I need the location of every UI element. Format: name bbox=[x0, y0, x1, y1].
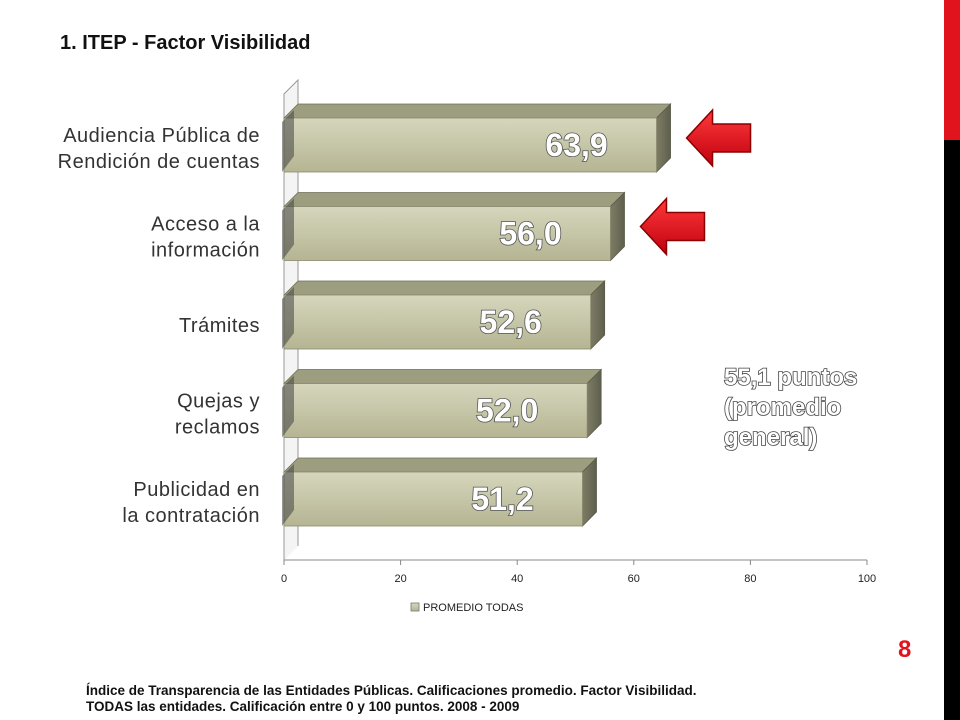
bar-top-face bbox=[283, 457, 598, 473]
category-label: información bbox=[151, 240, 260, 262]
bar-base-shadow bbox=[282, 375, 294, 438]
x-tick-label: 80 bbox=[744, 573, 756, 585]
highlight-arrow-icon bbox=[639, 196, 706, 257]
bar-base-shadow bbox=[282, 464, 294, 526]
category-label: Trámites bbox=[179, 315, 260, 337]
slide-title: 1. ITEP - Factor Visibilidad bbox=[60, 32, 311, 54]
data-label: 52,0 bbox=[476, 393, 538, 429]
data-label: 51,2 bbox=[471, 481, 533, 517]
page-number: 8 bbox=[898, 636, 912, 663]
data-label: 56,0 bbox=[499, 216, 561, 252]
bar bbox=[283, 471, 583, 527]
bar bbox=[283, 206, 611, 261]
bar-top-face bbox=[283, 369, 603, 384]
footer-line-1: Índice de Transparencia de las Entidades… bbox=[86, 683, 697, 698]
bar bbox=[283, 294, 592, 350]
x-tick-label: 100 bbox=[858, 573, 876, 585]
category-label: Publicidad en bbox=[133, 479, 260, 501]
category-label: la contratación bbox=[122, 505, 260, 527]
highlight-arrow-icon bbox=[685, 108, 752, 168]
bar bbox=[283, 117, 657, 173]
bar-top-face bbox=[283, 280, 606, 296]
x-tick-label: 40 bbox=[511, 573, 523, 585]
bar-top-face bbox=[283, 103, 672, 119]
category-label: Audiencia Pública de bbox=[63, 125, 260, 147]
footer-line-2: TODAS las entidades. Calificación entre … bbox=[86, 699, 520, 714]
bar bbox=[283, 383, 588, 438]
legend-swatch bbox=[410, 602, 420, 612]
bar-base-shadow bbox=[282, 198, 294, 261]
footer-note: Índice de Transparencia de las Entidades… bbox=[86, 683, 696, 715]
accent-strip-red bbox=[944, 0, 960, 140]
legend-label: PROMEDIO TODAS bbox=[423, 602, 523, 614]
average-annotation: (promedio bbox=[724, 394, 841, 421]
average-annotation: 55,1 puntos bbox=[724, 364, 857, 391]
average-annotation: general) bbox=[724, 424, 817, 451]
category-label: Acceso a la bbox=[151, 214, 260, 236]
x-tick-label: 0 bbox=[281, 573, 287, 585]
data-label: 63,9 bbox=[545, 127, 607, 163]
bar-base-shadow bbox=[282, 287, 294, 349]
category-label: reclamos bbox=[175, 417, 260, 439]
x-tick-label: 60 bbox=[628, 573, 640, 585]
category-label: Rendición de cuentas bbox=[58, 151, 260, 173]
bar-base-shadow bbox=[282, 110, 294, 172]
data-label: 52,6 bbox=[480, 304, 542, 340]
x-tick-label: 20 bbox=[394, 573, 406, 585]
bar-top-face bbox=[283, 192, 626, 207]
category-label: Quejas y bbox=[177, 391, 260, 413]
accent-strip-black bbox=[944, 140, 960, 720]
